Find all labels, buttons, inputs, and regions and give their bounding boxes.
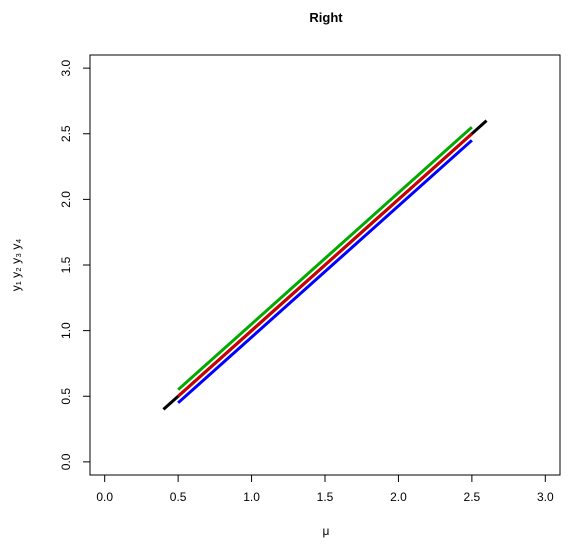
y-tick-label: 2.5 <box>59 125 73 142</box>
y-tick-label: 2.0 <box>59 191 73 208</box>
x-tick-label: 0.5 <box>170 490 187 504</box>
x-tick-label: 1.5 <box>317 490 334 504</box>
series-layer <box>162 119 488 411</box>
y-tick-label: 1.5 <box>59 256 73 273</box>
series-line-2 <box>177 132 473 398</box>
x-tick-label: 1.0 <box>243 490 260 504</box>
y-tick-label: 1.0 <box>59 322 73 339</box>
x-tick-label: 0.0 <box>96 490 113 504</box>
x-tick-label: 2.0 <box>390 490 407 504</box>
chart-title: Right <box>309 10 343 25</box>
x-axis: 0.0 0.5 1.0 1.5 2.0 2.5 3.0 <box>96 475 554 504</box>
x-axis-label: μ <box>323 524 330 538</box>
y-axis-label: y₁ y₂ y₃ y₄ <box>9 239 23 292</box>
y-axis: 0.0 0.5 1.0 1.5 2.0 2.5 3.0 <box>59 59 90 470</box>
series-line-3 <box>177 126 473 391</box>
series-line-4 <box>177 139 473 404</box>
y-tick-label: 0.5 <box>59 388 73 405</box>
x-tick-label: 3.0 <box>537 490 554 504</box>
y-tick-label: 3.0 <box>59 59 73 76</box>
y-tick-label: 0.0 <box>59 453 73 470</box>
x-tick-label: 2.5 <box>464 490 481 504</box>
